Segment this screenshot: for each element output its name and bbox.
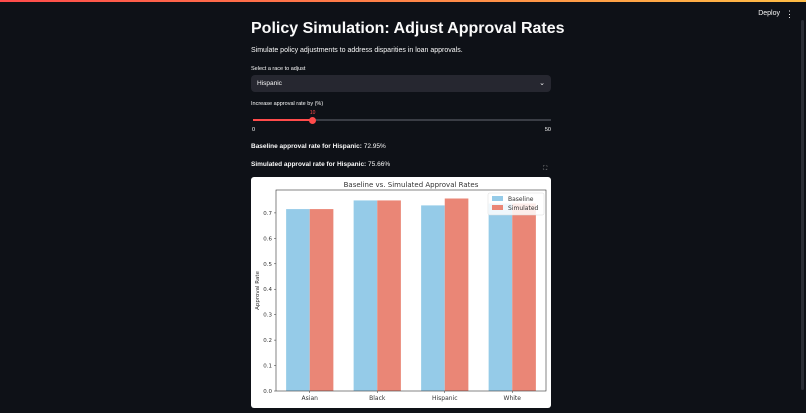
page-title: Policy Simulation: Adjust Approval Rates [251, 20, 565, 37]
slider-thumb[interactable] [309, 116, 317, 124]
simulated-label: Simulated approval rate for Hispanic: [251, 161, 367, 168]
slider-min: 0 [252, 127, 256, 133]
approval-chart: Baseline vs. Simulated Approval Rates Asi… [251, 177, 551, 408]
fullscreen-icon[interactable]: ⛶ [543, 166, 548, 172]
slider-value: 10 [309, 110, 316, 116]
y-tick-label: 0.0 [263, 389, 272, 395]
y-axis-label: Approval Rate [255, 271, 261, 310]
legend-label-baseline: Baseline [508, 196, 534, 203]
bar-baseline-black [353, 200, 378, 391]
baseline-value: 72.95% [363, 143, 386, 150]
bar-simulated-hispanic [444, 198, 469, 391]
y-tick-label: 0.2 [263, 338, 272, 344]
y-tick-label: 0.7 [263, 211, 272, 217]
x-tick-label: Asian [302, 395, 319, 402]
x-tick-label: Black [369, 395, 386, 402]
simulated-value: 75.66% [368, 161, 391, 168]
slider-label: Increase approval rate by (%) [251, 101, 324, 107]
x-tick-label: White [504, 395, 522, 402]
bar-baseline-asian [286, 209, 310, 391]
legend-label-simulated: Simulated [508, 205, 539, 212]
plot-frame [275, 189, 547, 392]
bar-simulated-black [377, 200, 401, 391]
chevron-down-icon: ⌄ [539, 80, 545, 87]
bar-baseline-hispanic [421, 205, 445, 391]
page-subtitle: Simulate policy adjustments to address d… [251, 47, 463, 54]
deploy-button[interactable]: Deploy [758, 10, 780, 17]
chart-title: Baseline vs. Simulated Approval Rates [344, 181, 479, 189]
y-tick-label: 0.1 [263, 364, 272, 370]
y-tick-label: 0.4 [263, 287, 272, 293]
top-decoration-bar [0, 0, 806, 2]
x-tick-label: Hispanic [432, 395, 458, 402]
bar-baseline-white [488, 203, 513, 391]
legend-swatch-simulated [492, 205, 503, 210]
y-tick-label: 0.5 [263, 262, 272, 268]
slider-max: 50 [544, 127, 551, 133]
slider-fill [253, 119, 313, 121]
y-tick-label: 0.3 [263, 313, 272, 319]
race-select-label: Select a race to adjust [251, 66, 306, 72]
scrollbar[interactable] [801, 20, 804, 390]
race-select-value: Hispanic [257, 80, 282, 87]
baseline-label: Baseline approval rate for Hispanic: [251, 143, 362, 150]
chart-svg: Baseline vs. Simulated Approval Rates Asi… [255, 181, 547, 402]
bar-simulated-white [512, 203, 536, 391]
approval-increase-slider[interactable]: 10 [253, 110, 551, 124]
main-menu-icon[interactable]: ⋮ [785, 9, 794, 19]
legend-swatch-baseline [492, 196, 503, 201]
race-select[interactable]: Hispanic ⌄ [251, 75, 551, 92]
bar-simulated-asian [309, 209, 334, 391]
y-tick-label: 0.6 [263, 236, 272, 242]
